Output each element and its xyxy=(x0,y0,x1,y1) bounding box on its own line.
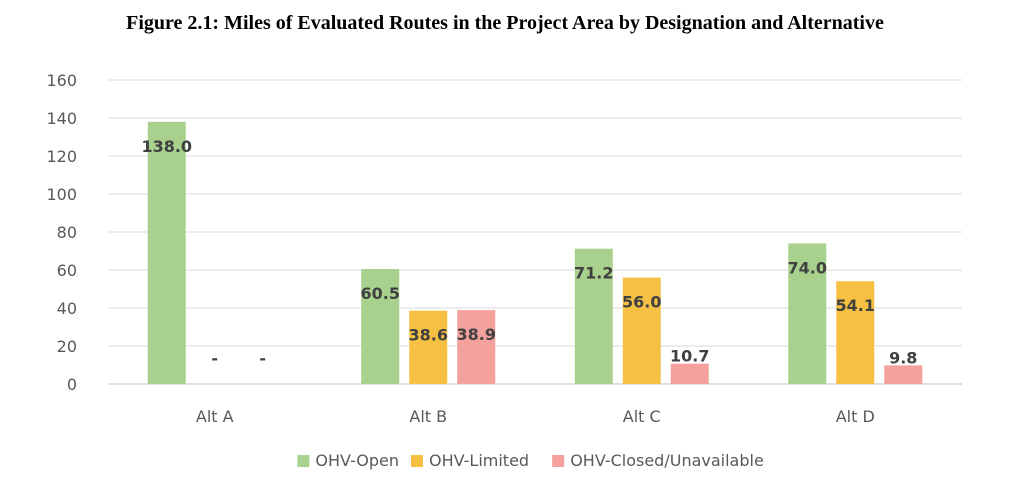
y-tick-label: 40 xyxy=(57,299,77,318)
y-tick-label: 0 xyxy=(67,375,77,394)
bars xyxy=(147,121,923,385)
x-axis: Alt A Alt B Alt C Alt D xyxy=(196,407,875,426)
bar-ohv-open-alt-a xyxy=(147,121,186,385)
y-tick-label: 120 xyxy=(46,147,77,166)
bar-ohv-limited-alt-c xyxy=(622,277,661,384)
data-label: - xyxy=(259,349,266,368)
legend-swatch xyxy=(552,455,565,467)
data-label: 10.7 xyxy=(670,347,709,366)
legend-swatch xyxy=(411,455,423,467)
data-label: 60.5 xyxy=(361,284,400,303)
bar-ohv-open-alt-c xyxy=(574,248,613,384)
bar-ohv-closed-unavailable-alt-b xyxy=(457,310,496,384)
x-tick-label: Alt B xyxy=(409,407,447,426)
data-label: 54.1 xyxy=(836,296,875,315)
y-tick-label: 100 xyxy=(46,185,77,204)
bar-ohv-closed-unavailable-alt-c xyxy=(670,363,709,384)
legend-swatch xyxy=(297,455,310,467)
legend: OHV-Open OHV-Limited OHV-Closed/Unavailabl… xyxy=(297,451,764,470)
legend-label: OHV-Open xyxy=(315,451,399,470)
y-tick-label: 60 xyxy=(57,261,77,280)
x-tick-label: Alt A xyxy=(196,407,234,426)
data-label: - xyxy=(211,349,218,368)
bar-ohv-closed-unavailable-alt-d xyxy=(884,365,923,384)
bar-ohv-open-alt-d xyxy=(788,243,827,384)
x-tick-label: Alt C xyxy=(623,407,661,426)
y-tick-label: 140 xyxy=(46,109,77,128)
y-tick-label: 80 xyxy=(57,223,77,242)
data-label: 38.6 xyxy=(409,326,448,345)
data-label: 38.9 xyxy=(457,325,496,344)
data-label: 74.0 xyxy=(788,258,827,277)
bar-ohv-limited-alt-b xyxy=(409,310,448,384)
bar-ohv-open-alt-b xyxy=(361,269,400,384)
x-tick-label: Alt D xyxy=(836,407,875,426)
data-label: 9.8 xyxy=(889,348,917,367)
bar-ohv-limited-alt-d xyxy=(836,281,875,384)
data-label: 138.0 xyxy=(141,137,192,156)
data-labels: 138.0 - - 60.5 38.6 38.9 71.2 56.0 10.7 74.0 54.1 9… xyxy=(141,137,917,368)
gridlines xyxy=(108,79,962,385)
y-tick-label: 20 xyxy=(57,337,77,356)
y-tick-label: 160 xyxy=(46,71,77,90)
legend-label: OHV-Closed/Unavailable xyxy=(570,451,764,470)
y-axis: 0 20 40 60 80 100 120 140 160 xyxy=(46,71,77,394)
legend-label: OHV-Limited xyxy=(429,451,529,470)
chart-title: Figure 2.1: Miles of Evaluated Routes in… xyxy=(126,12,884,34)
data-label: 71.2 xyxy=(574,264,613,283)
data-label: 56.0 xyxy=(622,293,661,312)
